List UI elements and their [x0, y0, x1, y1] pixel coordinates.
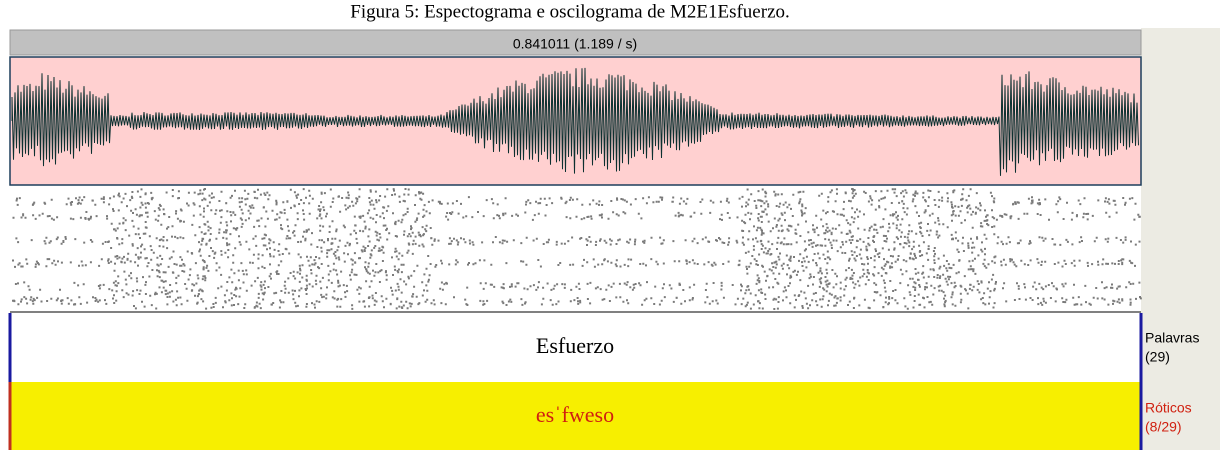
tier-2-name: Róticos — [1145, 400, 1192, 416]
selection-bar[interactable] — [9, 29, 1142, 56]
tier-1[interactable] — [10, 313, 1141, 382]
tier-1-count: (29) — [1145, 349, 1170, 365]
selection-label: 0.841011 (1.189 / s) — [513, 36, 637, 52]
spectrogram-texture — [12, 188, 1142, 310]
tier-2[interactable] — [10, 382, 1141, 450]
waveform-path — [11, 67, 1139, 176]
waveform — [11, 67, 1139, 176]
tier-1-text: Esfuerzo — [536, 333, 614, 358]
spectrogram — [12, 188, 1142, 310]
figure-caption: Figura 5: Espectograma e oscilograma de … — [350, 1, 790, 22]
side-panel — [1141, 28, 1220, 450]
tier-2-count: (8/29) — [1145, 419, 1182, 435]
spectrogram-panel[interactable] — [10, 186, 1141, 312]
tier-1-name: Palavras — [1145, 330, 1199, 346]
tier-2-text: esˈfweso — [536, 402, 614, 427]
